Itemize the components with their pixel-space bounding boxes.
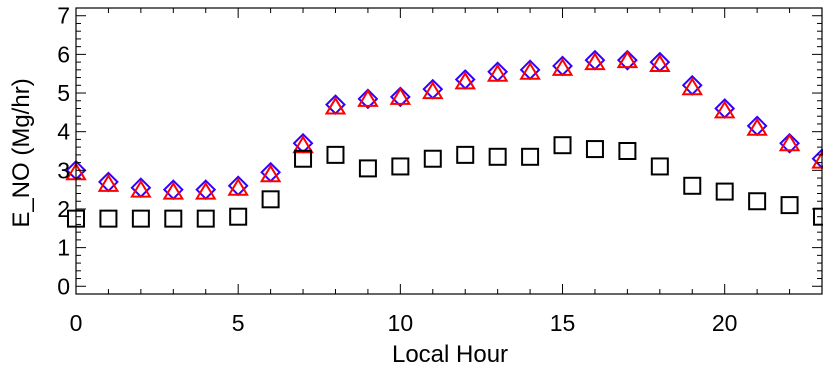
- axes: 0 5 10 15 20 0 1 2 3 4 5 6 7: [57, 3, 823, 336]
- triangle-point: [357, 88, 379, 107]
- y-tick-label: 4: [57, 119, 70, 145]
- triangle-point: [519, 61, 541, 80]
- triangle-point: [194, 181, 217, 200]
- triangle-point: [130, 179, 152, 198]
- triangle-point: [292, 135, 314, 154]
- square-point: [650, 157, 669, 176]
- square-point: [456, 145, 475, 164]
- square-point: [618, 142, 637, 160]
- square-point: [196, 209, 215, 228]
- diamond-point: [779, 132, 800, 154]
- square-point: [164, 209, 183, 228]
- x-axis-label: Local Hour: [392, 341, 508, 368]
- y-tick-label: 1: [57, 235, 70, 261]
- square-point: [780, 196, 799, 215]
- triangle-point: [616, 50, 639, 69]
- x-tick-label: 20: [712, 310, 738, 336]
- square-point: [683, 176, 702, 195]
- triangle-point: [746, 117, 768, 136]
- triangle-point: [454, 71, 476, 90]
- triangle-point: [584, 52, 606, 71]
- diamond-point: [616, 49, 638, 71]
- y-axis-label: E_NO (Mg/hr): [8, 78, 35, 227]
- triangle-point: [259, 164, 282, 183]
- diamond-point: [357, 88, 379, 110]
- square-point: [326, 145, 345, 164]
- square-point: [261, 190, 280, 209]
- square-point: [391, 157, 410, 176]
- triangle-point: [778, 133, 801, 152]
- x-tick-label: 15: [550, 310, 576, 336]
- data-marks: [65, 49, 823, 228]
- square-point: [553, 136, 572, 155]
- triangle-point: [324, 96, 347, 115]
- square-point: [488, 147, 507, 166]
- triangle-point: [649, 54, 671, 73]
- triangle-point: [713, 100, 736, 119]
- triangle-point: [227, 177, 249, 196]
- triangle-point: [681, 77, 704, 96]
- y-tick-label: 5: [57, 80, 70, 106]
- triangle-point: [486, 63, 509, 82]
- y-tick-label: 0: [57, 273, 70, 299]
- triangle-point: [551, 57, 574, 76]
- y-tick-label: 6: [57, 41, 70, 67]
- x-tick-label: 0: [70, 310, 83, 336]
- square-point: [99, 209, 118, 228]
- square-point: [748, 192, 767, 211]
- square-point: [521, 147, 540, 166]
- triangle-point: [422, 81, 444, 100]
- square-point: [585, 140, 604, 159]
- x-tick-label: 10: [388, 310, 414, 336]
- plot-frame: [75, 7, 823, 295]
- triangle-point: [162, 181, 185, 200]
- triangle-point: [389, 86, 412, 105]
- square-point: [229, 207, 248, 226]
- y-tick-label: 3: [57, 157, 70, 183]
- y-tick-label: 7: [57, 3, 70, 29]
- x-tick-label: 5: [232, 310, 245, 336]
- square-point: [131, 209, 150, 228]
- square-point: [715, 182, 734, 201]
- square-point: [294, 149, 313, 168]
- y-tick-label: 2: [57, 196, 70, 222]
- triangle-point: [97, 173, 120, 192]
- square-point: [358, 159, 377, 178]
- square-point: [423, 149, 442, 168]
- diamond-point: [389, 86, 411, 108]
